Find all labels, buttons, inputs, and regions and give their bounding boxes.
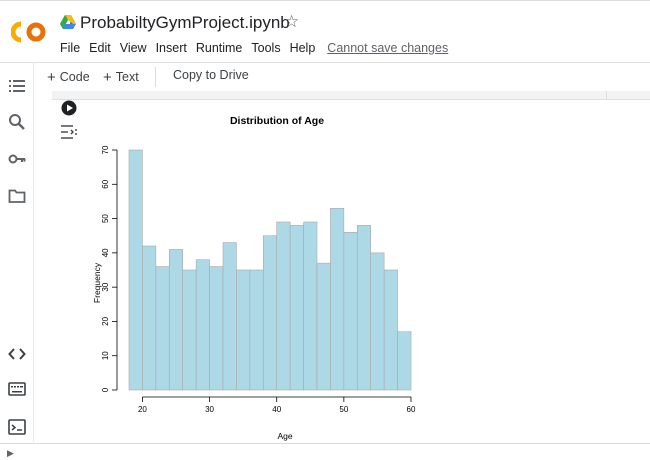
histogram-bar bbox=[397, 331, 412, 391]
histogram-bar bbox=[128, 149, 143, 391]
add-text-button[interactable]: + Text bbox=[103, 68, 139, 86]
menu-view[interactable]: View bbox=[119, 41, 147, 55]
add-code-button[interactable]: + Code bbox=[47, 68, 90, 86]
plus-icon: + bbox=[103, 69, 112, 86]
histogram-bar bbox=[276, 221, 291, 391]
toolbar-divider bbox=[155, 67, 156, 87]
menu-runtime[interactable]: Runtime bbox=[195, 41, 243, 55]
colab-logo[interactable] bbox=[11, 20, 47, 44]
table-of-contents-icon[interactable] bbox=[8, 77, 26, 95]
menu-bar: File Edit View Insert Runtime Tools Help… bbox=[60, 41, 457, 55]
terminal-icon[interactable] bbox=[8, 418, 26, 436]
menu-edit[interactable]: Edit bbox=[89, 41, 111, 55]
search-icon[interactable] bbox=[8, 113, 26, 131]
histogram-bar bbox=[182, 269, 197, 391]
histogram-bar bbox=[356, 225, 372, 391]
histogram-bar bbox=[249, 269, 264, 391]
x-tick-label: 60 bbox=[407, 405, 416, 414]
histogram-bar bbox=[195, 259, 210, 391]
y-tick-label: 50 bbox=[101, 214, 110, 223]
y-tick-label: 30 bbox=[101, 282, 110, 291]
menu-insert[interactable]: Insert bbox=[155, 41, 187, 55]
output-cell bbox=[52, 100, 650, 442]
header bbox=[0, 0, 650, 62]
histogram-bar bbox=[370, 252, 385, 391]
y-tick-label: 0 bbox=[101, 387, 110, 392]
histogram-bar bbox=[343, 231, 358, 391]
star-icon[interactable]: ☆ bbox=[284, 12, 300, 31]
output-toggle-icon[interactable] bbox=[60, 124, 78, 140]
y-axis-label: Frequency bbox=[92, 262, 102, 303]
y-tick-label: 60 bbox=[101, 179, 110, 188]
notebook-toolbar bbox=[0, 62, 650, 91]
copy-to-drive-button[interactable]: Copy to Drive bbox=[173, 68, 249, 82]
expand-arrow-icon[interactable]: ▶ bbox=[7, 448, 14, 458]
menu-file[interactable]: File bbox=[60, 41, 81, 55]
cell-divider bbox=[606, 91, 607, 100]
add-code-label: Code bbox=[59, 70, 90, 84]
y-tick-label: 70 bbox=[101, 145, 110, 154]
y-tick-label: 20 bbox=[101, 316, 110, 325]
cannot-save-link[interactable]: Cannot save changes bbox=[327, 41, 449, 55]
menu-tools[interactable]: Tools bbox=[251, 41, 281, 55]
status-bar bbox=[0, 443, 650, 460]
add-text-label: Text bbox=[115, 70, 139, 84]
left-sidebar bbox=[0, 62, 34, 442]
folder-icon[interactable] bbox=[8, 187, 26, 205]
chart-title: Distribution of Age bbox=[230, 115, 324, 127]
histogram-bar bbox=[168, 249, 184, 391]
command-palette-icon[interactable] bbox=[8, 380, 26, 398]
histogram-bar bbox=[289, 225, 304, 391]
y-tick-label: 40 bbox=[101, 248, 110, 257]
x-tick-label: 30 bbox=[205, 405, 214, 414]
histogram-bar bbox=[209, 266, 224, 391]
histogram-bar bbox=[222, 242, 237, 391]
notebook-title[interactable]: ProbabiltyGymProject.ipynb bbox=[80, 13, 290, 32]
x-tick-label: 50 bbox=[339, 405, 348, 414]
previous-cell-footer bbox=[52, 91, 650, 100]
histogram-bar bbox=[155, 266, 170, 391]
histogram-bar bbox=[236, 269, 251, 391]
code-snippets-icon[interactable] bbox=[8, 345, 26, 363]
key-icon[interactable] bbox=[8, 150, 26, 168]
histogram-bar bbox=[383, 269, 398, 391]
histogram-chart: Distribution of Age 20 30 40 50 60 0 10 20 30 40 5… bbox=[92, 115, 416, 441]
histogram-bar bbox=[262, 235, 278, 391]
menu-help[interactable]: Help bbox=[289, 41, 316, 55]
drive-icon bbox=[60, 15, 76, 29]
plus-icon: + bbox=[47, 69, 56, 86]
histogram-bar bbox=[142, 245, 157, 391]
histogram-bar bbox=[330, 207, 345, 391]
x-axis-label: Age bbox=[277, 431, 292, 441]
y-tick-label: 10 bbox=[101, 351, 110, 360]
histogram-bar bbox=[303, 221, 318, 391]
run-cell-button[interactable] bbox=[61, 100, 77, 116]
x-tick-label: 20 bbox=[138, 405, 147, 414]
histogram-bar bbox=[316, 262, 331, 391]
x-tick-label: 40 bbox=[272, 405, 281, 414]
